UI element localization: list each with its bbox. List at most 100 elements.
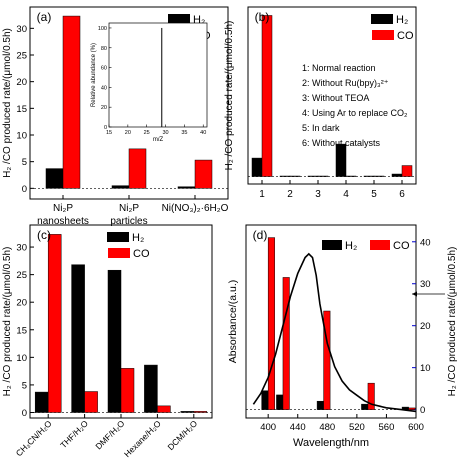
x-tick-label: DCM/H₂O: [165, 418, 199, 452]
x-tick-label: 2: [287, 189, 293, 200]
y-tick-label: 15: [16, 104, 27, 115]
x-tick-label: Ni₂P: [53, 203, 73, 214]
x-tick-label: DMF/H₂O: [93, 418, 126, 451]
condition-note: 2: Without Ru(bpy)₃²⁺: [302, 78, 389, 88]
inset-y-tick-label: 80: [101, 46, 107, 52]
y-axis-label: H₂ /CO produced rate/(μmol/0.5h): [2, 247, 13, 397]
x-tick-label: 400: [260, 422, 276, 433]
y-tick-label: 15: [16, 325, 27, 336]
legend-swatch-h2: [107, 232, 129, 242]
arrow-head-left: [412, 291, 417, 297]
bar-co: [84, 391, 98, 413]
panel-d: 400 440 480 520 560 600 0 10 20 30 40 Wavelength/nm…: [227, 224, 458, 449]
y-tick-label: 20: [16, 77, 27, 88]
bar-h2: [251, 157, 263, 177]
inset-y-tick-label: 20: [101, 105, 107, 111]
inset-frame: [108, 22, 208, 128]
legend-swatch-h2: [322, 240, 342, 250]
bar-co: [62, 15, 81, 189]
bar-h2: [71, 264, 85, 413]
x-tick-label: 560: [379, 422, 395, 433]
bar-h2: [144, 364, 158, 413]
legend-label-h2: H₂: [132, 232, 144, 244]
x-tick-label: THF/H₂O: [58, 418, 90, 450]
inset-y-axis-label: Relative abundance (%): [91, 43, 97, 107]
legend-swatch-h2: [168, 14, 190, 24]
x-tick-label: Ni(NO₃)₂·6H₂O: [162, 203, 229, 214]
y-axis-label: H₂ /CO produced rate/(μmol/0.5h): [224, 21, 235, 171]
plot-frame: [245, 224, 417, 419]
bar-h2: [177, 186, 196, 189]
legend-label-co: CO: [393, 240, 410, 252]
bar-co: [401, 165, 413, 177]
bar-co: [47, 234, 62, 413]
x-tick-label: 6: [399, 189, 405, 200]
bar-h2: [45, 168, 64, 189]
bar-co: [367, 382, 375, 410]
y-tick-label: 30: [16, 243, 27, 254]
bar-h2: [111, 185, 130, 189]
y-tick-label: 5: [22, 157, 27, 168]
inset-x-tick-label: 40: [200, 130, 206, 136]
condition-note: 3: Without TEOA: [302, 93, 369, 103]
bar-co: [261, 15, 273, 177]
inset-x-tick-label: 30: [162, 130, 168, 136]
bar-h2: [361, 403, 369, 410]
bar-co: [282, 277, 290, 410]
y-tick-label: 10: [16, 131, 27, 142]
inset-y-tick-label: 40: [101, 85, 107, 91]
bar-h2: [34, 391, 49, 413]
inset-x-axis-label: m/Z: [153, 137, 164, 143]
panel-label: (a): [37, 10, 52, 24]
y-tick-label: 25: [16, 51, 27, 62]
x-tick-label: nanosheets: [37, 216, 89, 227]
legend-swatch-h2: [371, 14, 393, 24]
legend-label-h2: H₂: [345, 240, 357, 252]
x-tick-label: 4: [343, 189, 349, 200]
bar-co: [194, 159, 213, 189]
inset-y-tick-label: 0: [104, 125, 107, 131]
bar-co: [120, 368, 135, 413]
x-tick-label: Ni₂P: [119, 203, 139, 214]
x-tick-label: 480: [319, 422, 335, 433]
bar-co: [128, 148, 147, 189]
right-y-axis-label: H₂ /CO produced rate/(μmol/0.5h): [447, 247, 458, 397]
right-y-tick-label: 10: [420, 363, 431, 374]
y-tick-label: 0: [22, 408, 27, 419]
x-tick-label: 5: [371, 189, 377, 200]
bar-co: [323, 310, 331, 410]
condition-note: 5: In dark: [302, 123, 340, 133]
x-tick-label: 1: [259, 189, 265, 200]
x-tick-label: CH₃CN/H₂O: [14, 418, 54, 458]
right-y-tick-label: 0: [420, 405, 425, 416]
legend-swatch-co: [372, 30, 394, 40]
bar-h2: [335, 143, 347, 177]
inset-x-tick-label: 25: [144, 130, 150, 136]
inset-y-tick-label: 100: [98, 26, 107, 32]
x-tick-label: 3: [315, 189, 321, 200]
y-axis-label: Absorbance/(a.u.): [227, 280, 239, 363]
x-tick-label: 440: [290, 422, 306, 433]
inset-x-tick-label: 20: [125, 130, 131, 136]
right-y-tick-label: 30: [420, 279, 431, 290]
panel-b: H₂ /CO produced rate/(μmol/0.5h) (b) H₂ CO 1…: [224, 6, 417, 200]
inset-y-tick-label: 60: [101, 66, 107, 72]
bar-h2: [276, 394, 284, 410]
inset-x-tick-label: 35: [181, 130, 187, 136]
legend-swatch-co: [370, 240, 390, 250]
right-y-tick-label: 20: [420, 321, 431, 332]
y-tick-label: 5: [22, 380, 27, 391]
bar-h2: [316, 400, 324, 410]
x-tick-label: 520: [349, 422, 365, 433]
bar-h2: [391, 173, 403, 177]
bar-co: [193, 411, 208, 413]
y-tick-label: 0: [22, 184, 27, 195]
legend-label-co: CO: [133, 248, 150, 260]
bar-h2: [107, 269, 122, 413]
x-axis-label: Wavelength/nm: [293, 437, 369, 449]
bar-co: [408, 407, 416, 410]
panel-label: (c): [37, 228, 51, 242]
bar-co: [157, 405, 171, 413]
x-tick-label: particles: [110, 216, 147, 227]
